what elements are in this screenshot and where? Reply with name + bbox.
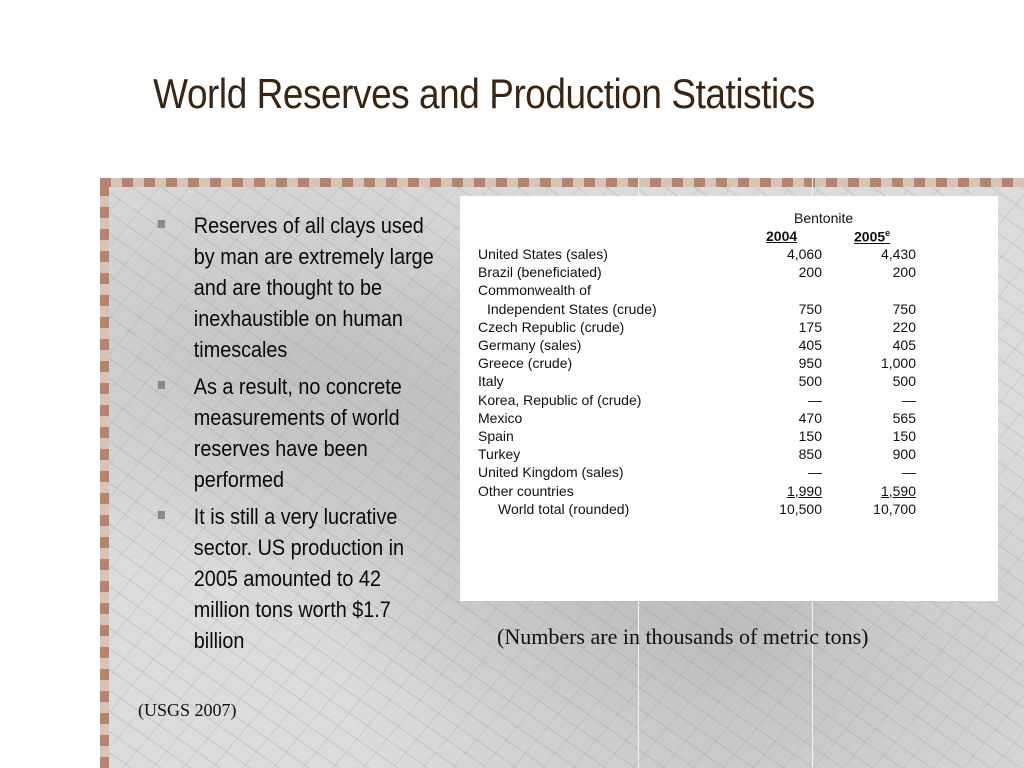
row-value-2005: 220 <box>892 318 916 335</box>
row-country: Turkey <box>478 446 521 463</box>
row-value-2004: 175 <box>798 318 822 335</box>
row-value-2004: 10,500 <box>779 500 822 517</box>
row-value-2004: 850 <box>798 446 822 463</box>
row-value-2004: 4,060 <box>786 246 822 262</box>
row-country: United Kingdom (sales) <box>478 464 624 481</box>
row-country: World total (rounded) <box>498 500 630 517</box>
row-value-2004: 500 <box>798 373 822 390</box>
row-country: Greece (crude) <box>478 355 573 372</box>
table-row: Mexico 470 565 <box>478 409 916 428</box>
row-value-2004: 200 <box>798 264 822 281</box>
row-value-2005: 10,700 <box>873 500 916 517</box>
table-row: Commonwealth of <box>478 282 908 300</box>
bullet-square-icon <box>157 381 165 389</box>
bullet-item: Reserves of all clays used by man are ex… <box>156 210 437 365</box>
row-value-2004: 470 <box>798 409 822 426</box>
table-row: Independent States (crude) 750 750 <box>478 300 916 319</box>
table-row: United Kingdom (sales) — — <box>478 464 916 482</box>
table-row: United States (sales) 4,060 4,430 <box>478 246 916 264</box>
bullet-square-icon <box>157 511 165 519</box>
row-country: Germany (sales) <box>478 337 582 353</box>
bullet-text: It is still a very lucrative sector. US … <box>193 504 405 653</box>
row-country: Brazil (beneficiated) <box>478 264 602 281</box>
row-country: Independent States (crude) <box>487 300 657 317</box>
column-header-2004: 2004 <box>766 228 798 244</box>
row-country: United States (sales) <box>478 246 608 262</box>
row-value-2005: 405 <box>892 337 916 353</box>
table-row: Brazil (beneficiated) 200 200 <box>478 264 916 282</box>
row-value-2005: 500 <box>892 373 916 390</box>
table-row: Korea, Republic of (crude) — — <box>478 391 916 410</box>
row-value-2005: 750 <box>892 300 916 317</box>
table-row: Czech Republic (crude) 175 220 <box>478 318 916 337</box>
bullet-list: Reserves of all clays used by man are ex… <box>156 210 437 662</box>
row-country: Mexico <box>478 409 523 426</box>
column-header-2005: 2005e <box>854 228 891 245</box>
row-value-2004: — <box>808 464 822 481</box>
table-row: Germany (sales) 405 405 <box>478 337 916 355</box>
row-value-2004: 1,990 <box>786 482 822 499</box>
bullet-text: As a result, no concrete measurements of… <box>193 374 402 492</box>
source-citation: (USGS 2007) <box>138 700 237 720</box>
bullet-square-icon <box>157 220 165 228</box>
table-row: Turkey 850 900 <box>478 446 916 464</box>
row-value-2005: 150 <box>892 428 916 444</box>
row-country: Spain <box>478 428 514 444</box>
row-country: Italy <box>478 373 504 390</box>
table-heading: Bentonite <box>794 210 854 226</box>
bentonite-table: Bentonite 2004 2005e United States (sale… <box>460 196 998 601</box>
row-value-2005: 1,590 <box>880 482 916 499</box>
row-country: Korea, Republic of (crude) <box>478 391 642 408</box>
table-row: Italy 500 500 <box>478 373 916 391</box>
row-country: Czech Republic (crude) <box>478 318 625 335</box>
slide-title: World Reserves and Production Statistics <box>153 70 815 117</box>
table-row: Greece (crude) 950 1,000 <box>478 355 916 373</box>
row-value-2004: — <box>808 391 822 408</box>
row-value-2005: 565 <box>892 409 916 426</box>
row-value-2005: — <box>902 391 916 408</box>
bullet-text: Reserves of all clays used by man are ex… <box>193 213 434 362</box>
row-value-2005: 1,000 <box>880 355 916 372</box>
units-note: (Numbers are in thousands of metric tons… <box>497 624 869 649</box>
row-value-2005: 900 <box>892 446 916 463</box>
row-country: Commonwealth of <box>478 282 591 299</box>
row-value-2004: 150 <box>798 428 822 444</box>
bullet-item: As a result, no concrete measurements of… <box>156 371 437 495</box>
row-value-2005: 4,430 <box>880 246 916 262</box>
row-value-2004: 950 <box>798 355 822 372</box>
row-country: Other countries <box>478 482 574 499</box>
bullet-item: It is still a very lucrative sector. US … <box>156 501 437 656</box>
row-value-2004: 405 <box>798 337 822 353</box>
row-value-2005: — <box>902 464 916 481</box>
row-value-2004: 750 <box>798 300 822 317</box>
row-value-2005: 200 <box>892 264 916 281</box>
table-row: Spain 150 150 <box>478 428 916 446</box>
table-row: World total (rounded) 10,500 10,700 <box>478 500 916 519</box>
table-row: Other countries 1,990 1,590 <box>478 482 916 501</box>
